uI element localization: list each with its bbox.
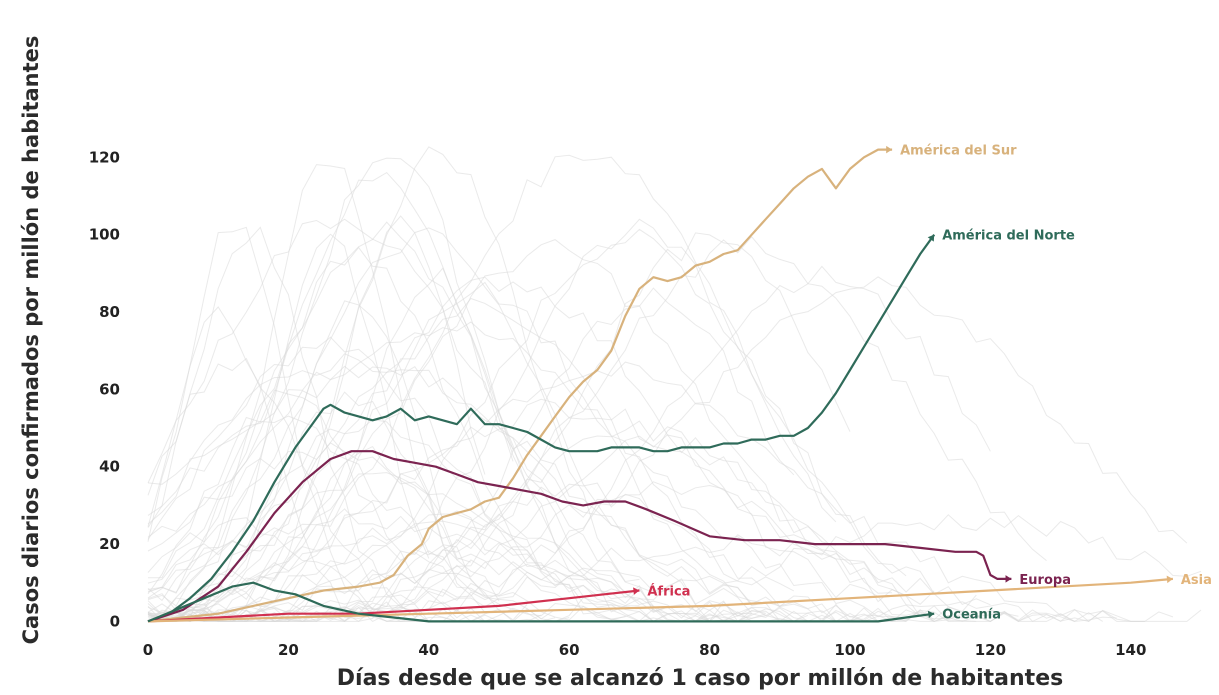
y-tick-label: 60 xyxy=(99,380,120,398)
series-labels: América del Sur América del Norte Europa Áf… xyxy=(633,144,1212,623)
background-line xyxy=(147,171,682,622)
background-line xyxy=(147,445,500,622)
series-line-américa-del-sur xyxy=(147,148,893,623)
series-label: América del Norte xyxy=(942,229,1075,244)
x-tick-label: 0 xyxy=(143,641,153,659)
background-line xyxy=(147,281,781,622)
background-line xyxy=(147,336,809,623)
y-tick-label: 120 xyxy=(89,148,120,166)
background-line xyxy=(147,361,1202,623)
series-arrow xyxy=(927,234,935,242)
series-arrow xyxy=(1166,575,1173,584)
background-line xyxy=(147,321,1174,622)
background-line xyxy=(147,514,1202,623)
x-tick-label: 60 xyxy=(559,641,580,659)
background-line xyxy=(147,218,837,622)
series-arrow xyxy=(886,145,893,154)
background-line xyxy=(147,517,570,622)
background-country-lines xyxy=(147,146,1202,623)
series-line-áfrica xyxy=(147,589,640,623)
series-label: Asia xyxy=(1181,573,1212,588)
background-line xyxy=(147,146,640,618)
x-tick-label: 80 xyxy=(699,641,720,659)
x-tick-label: 40 xyxy=(418,641,439,659)
background-line xyxy=(148,221,752,622)
background-line xyxy=(147,391,528,622)
axis-ticks: 0 20 40 60 80 100 120 140 0 20 40 60 80 100 120 xyxy=(89,148,1147,659)
series-line-oceanía xyxy=(147,581,935,623)
y-tick-label: 80 xyxy=(99,303,120,321)
background-line xyxy=(147,442,949,623)
background-line xyxy=(147,276,1188,622)
background-line xyxy=(147,236,1047,622)
series-label: África xyxy=(647,583,690,599)
series-label: Europa xyxy=(1019,573,1071,588)
y-tick-label: 0 xyxy=(110,612,120,630)
background-line xyxy=(147,228,907,622)
series-label: América del Sur xyxy=(900,144,1017,159)
series-line-américa-del-norte xyxy=(147,234,936,623)
series-lines xyxy=(147,148,1173,623)
background-line xyxy=(147,218,907,622)
series-arrow xyxy=(927,610,935,619)
y-tick-label: 100 xyxy=(89,226,120,244)
background-line xyxy=(147,415,766,622)
y-axis-label: Casos diarios confirmados por millón de … xyxy=(19,36,43,645)
x-tick-label: 100 xyxy=(834,641,865,659)
y-tick-label: 20 xyxy=(99,535,120,553)
y-tick-label: 40 xyxy=(99,458,120,476)
x-axis-label: Días desde que se alcanzó 1 caso por mil… xyxy=(337,666,1063,691)
series-arrow xyxy=(633,587,640,595)
series-line-europa xyxy=(147,450,1012,623)
background-line xyxy=(148,154,977,622)
background-line xyxy=(147,398,1103,622)
background-line xyxy=(147,226,429,622)
background-line xyxy=(147,513,766,623)
background-line xyxy=(147,520,935,622)
background-line xyxy=(147,365,1117,622)
series-line-asia xyxy=(147,577,1173,623)
x-tick-label: 140 xyxy=(1115,641,1146,659)
series-label: Oceanía xyxy=(942,608,1001,623)
background-line xyxy=(147,239,977,622)
series-arrow xyxy=(1005,575,1012,583)
background-line xyxy=(148,265,991,622)
x-tick-label: 120 xyxy=(975,641,1006,659)
x-tick-label: 20 xyxy=(278,641,299,659)
